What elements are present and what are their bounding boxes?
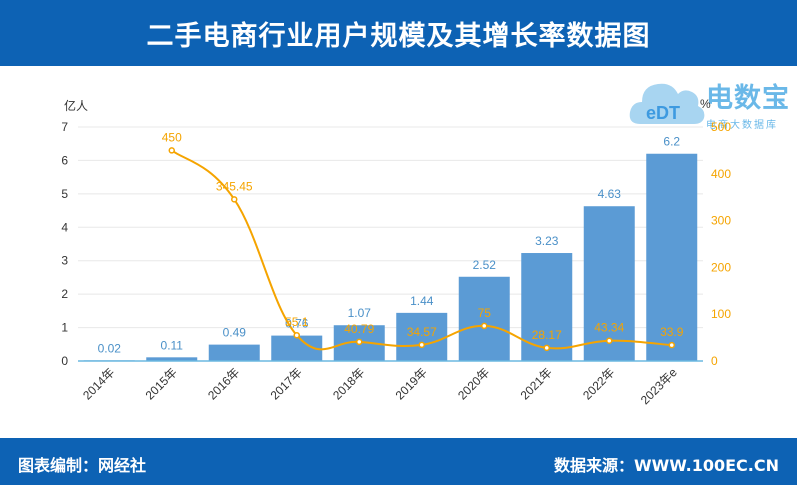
bar	[646, 153, 698, 361]
bar-value-label: 0.02	[98, 341, 122, 355]
y-left-tick-label: 2	[61, 287, 68, 301]
x-tick-label: 2016年	[205, 365, 242, 402]
bar-value-label: 1.07	[348, 306, 372, 320]
y-right-tick-label: 400	[711, 167, 731, 181]
growth-rate-point	[418, 341, 425, 349]
growth-rate-point	[481, 322, 488, 330]
y-left-axis-label: 亿人	[64, 98, 88, 113]
bar	[583, 206, 635, 361]
y-right-tick-label: 200	[711, 260, 731, 274]
bar	[146, 357, 198, 361]
growth-rate-point	[606, 337, 613, 344]
bar-value-label: 3.23	[535, 234, 559, 248]
y-left-tick-label: 3	[61, 254, 68, 268]
header-bar: 二手电商行业用户规模及其增长率数据图	[0, 0, 797, 66]
growth-rate-point	[168, 147, 175, 154]
bar	[458, 276, 510, 361]
y-right-axis-label: %	[700, 97, 711, 111]
growth-rate-point	[356, 338, 363, 346]
y-right-tick-label: 100	[711, 307, 731, 321]
bar	[208, 344, 260, 361]
logo-subtitle: 电商大数据库	[706, 120, 778, 131]
y-left-tick-label: 5	[61, 187, 68, 201]
growth-rate-point	[543, 344, 550, 352]
logo-badge: eDT	[646, 103, 680, 123]
footer-credit: 图表编制：网经社	[18, 456, 147, 475]
growth-rate-point	[231, 196, 238, 203]
page-title: 二手电商行业用户规模及其增长率数据图	[146, 20, 651, 52]
growth-rate-label: 28.17	[532, 328, 562, 342]
growth-rate-line	[171, 149, 672, 351]
growth-rate-label: 33.9	[660, 325, 684, 339]
x-tick-label: 2015年	[143, 365, 180, 402]
growth-rate-label: 34.57	[407, 325, 437, 339]
y-left-tick-label: 1	[61, 321, 68, 335]
y-left-tick-label: 6	[61, 153, 68, 167]
growth-rate-label: 55.1	[285, 315, 309, 329]
bar-value-label: 1.44	[410, 294, 434, 308]
x-tick-label: 2017年	[268, 365, 305, 402]
y-right-tick-label: 500	[711, 120, 731, 134]
growth-rate-point	[668, 341, 675, 349]
bar-value-label: 0.76	[285, 317, 309, 331]
logo-title: 电数宝	[706, 83, 790, 114]
bar-value-label: 0.49	[223, 326, 247, 340]
x-tick-label: 2023年e	[638, 365, 680, 407]
y-left-tick-label: 7	[61, 120, 68, 134]
chart: 0 1 2 3 4 5 6 7 0 100 200 300 400 500 亿人 % 2014年 2015年 201…	[61, 97, 731, 407]
growth-rate-label: 450	[162, 130, 182, 144]
bar-value-label: 0.11	[161, 338, 184, 352]
x-tick-label: 2021年	[518, 365, 555, 402]
x-tick-label: 2014年	[80, 365, 117, 402]
y-right-tick-label: 0	[711, 354, 718, 368]
y-left-tick-label: 4	[61, 220, 68, 234]
footer-source: 数据来源：WWW.100EC.CN	[553, 456, 779, 475]
cloud-icon: eDT	[629, 83, 705, 124]
footer-bar: 图表编制：网经社 数据来源：WWW.100EC.CN	[0, 438, 797, 485]
growth-rate-label: 75	[478, 306, 492, 320]
growth-rate-label: 43.34	[594, 321, 624, 335]
x-tick-label: 2020年	[455, 365, 492, 402]
x-tick-label: 2022年	[580, 365, 617, 402]
bar-value-label: 4.63	[598, 187, 622, 201]
logo: eDT 电数宝 电商大数据库	[628, 72, 793, 132]
bar-value-label: 6.2	[663, 135, 680, 149]
y-right-tick-label: 300	[711, 214, 731, 228]
growth-rate-label: 40.79	[344, 322, 374, 336]
x-tick-label: 2019年	[393, 365, 430, 402]
bar-value-label: 2.52	[473, 258, 497, 272]
growth-rate-point	[293, 331, 300, 339]
x-tick-label: 2018年	[330, 365, 367, 402]
bar	[396, 312, 448, 361]
growth-rate-label: 345.45	[216, 179, 253, 193]
y-left-tick-label: 0	[61, 354, 68, 368]
